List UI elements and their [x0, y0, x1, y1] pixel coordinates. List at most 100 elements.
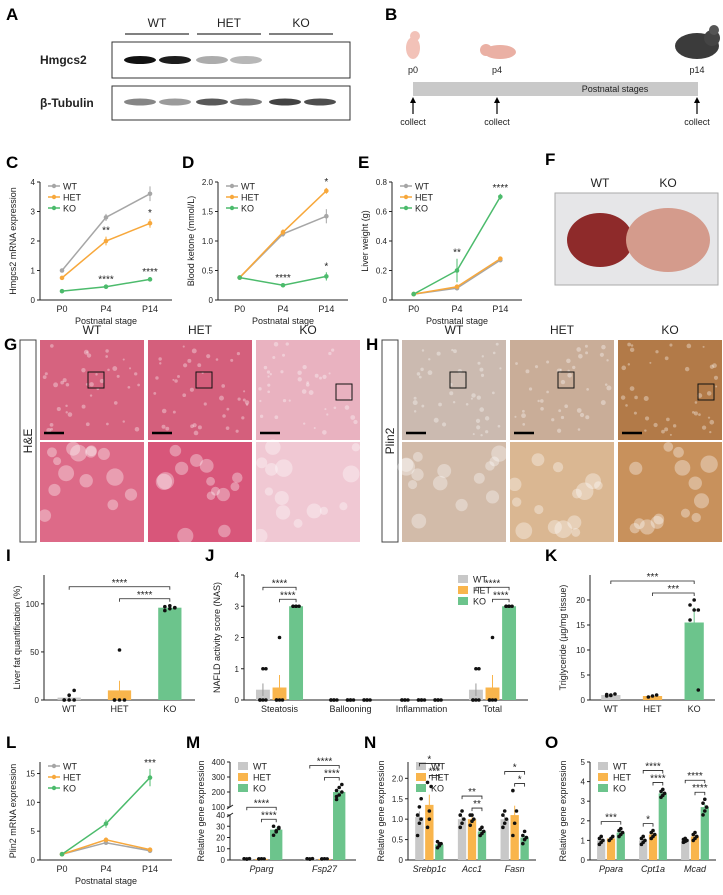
- texture: [267, 375, 270, 378]
- panel-letter: L: [6, 733, 16, 752]
- texture: [620, 395, 626, 400]
- data-point: [264, 698, 268, 702]
- texture: [572, 365, 576, 370]
- data-point: [340, 790, 344, 794]
- texture: [199, 458, 214, 473]
- texture: [206, 354, 211, 359]
- data-point: [264, 666, 268, 671]
- texture: [314, 373, 319, 378]
- y-tick-label: 3: [581, 797, 586, 806]
- bar: [684, 622, 704, 700]
- significance: **: [102, 226, 110, 237]
- texture: [633, 518, 645, 530]
- data-point: [641, 834, 645, 839]
- texture: [183, 363, 188, 368]
- data-point: [427, 809, 432, 813]
- data-point: [417, 805, 422, 809]
- data-point: [613, 692, 617, 696]
- data-point: [696, 688, 701, 692]
- bar: [597, 840, 606, 860]
- y-tick-label: 20: [576, 596, 585, 605]
- significance: ****: [645, 761, 661, 772]
- texture: [48, 483, 61, 497]
- texture: [669, 433, 672, 436]
- data-point: [280, 698, 285, 702]
- data-point: [72, 688, 76, 693]
- texture: [421, 404, 425, 408]
- texture: [81, 404, 86, 409]
- comparison-bracket: [324, 777, 340, 781]
- texture: [575, 482, 594, 501]
- texture: [267, 390, 271, 394]
- blot-row-label: Hmgcs2: [40, 53, 87, 67]
- texture: [451, 348, 454, 352]
- panel-letter: D: [182, 153, 194, 172]
- data-point: [365, 698, 369, 702]
- texture: [694, 401, 698, 404]
- y-tick-label: 400: [212, 758, 226, 767]
- significance: ****: [272, 578, 288, 589]
- significance: ****: [324, 769, 340, 780]
- legend-label: HET: [253, 773, 272, 783]
- data-point: [480, 825, 484, 830]
- texture: [412, 451, 423, 462]
- panel-letter: F: [545, 150, 555, 169]
- x-tick-label: P0: [408, 304, 419, 314]
- texture: [302, 364, 307, 370]
- texture: [192, 423, 197, 428]
- legend-swatch: [598, 784, 608, 792]
- significance: ****: [493, 183, 509, 194]
- texture: [127, 385, 131, 389]
- texture: [560, 415, 565, 420]
- point: [103, 837, 109, 843]
- legend-marker: [403, 183, 409, 189]
- data-point: [502, 821, 507, 826]
- texture: [571, 527, 581, 537]
- data-point: [481, 829, 486, 834]
- texture: [326, 413, 329, 416]
- data-point: [601, 838, 605, 843]
- bar: [425, 804, 434, 860]
- texture: [586, 388, 589, 391]
- mouse-icon: [410, 31, 420, 41]
- texture: [627, 342, 632, 347]
- y-tick-label: 2.0: [202, 178, 214, 187]
- texture: [485, 490, 500, 504]
- texture: [672, 424, 677, 428]
- comparison-bracket: [514, 783, 526, 787]
- significance: *: [324, 177, 328, 188]
- significance: ****: [485, 578, 501, 589]
- texture: [169, 444, 182, 457]
- data-point: [521, 841, 525, 846]
- data-point: [122, 698, 127, 702]
- data-point: [416, 698, 421, 702]
- texture: [546, 390, 549, 394]
- texture: [475, 418, 481, 423]
- legend-label: KO: [415, 204, 428, 214]
- texture: [552, 462, 564, 473]
- texture: [285, 342, 289, 346]
- legend-marker: [51, 194, 57, 200]
- point: [103, 238, 109, 244]
- x-tick-label: P0: [234, 304, 245, 314]
- texture: [625, 404, 628, 407]
- texture: [156, 472, 175, 490]
- y-tick-label: 200: [212, 788, 226, 797]
- texture: [664, 427, 669, 432]
- y-tick-label: 300: [212, 773, 226, 782]
- histology-image: [618, 442, 722, 542]
- data-point: [490, 635, 495, 640]
- texture: [515, 522, 533, 540]
- collect-label: collect: [684, 117, 710, 127]
- texture: [324, 408, 327, 411]
- data-point: [439, 698, 443, 702]
- point: [147, 277, 153, 282]
- texture: [457, 368, 463, 374]
- data-point: [504, 604, 508, 609]
- data-point: [419, 817, 423, 821]
- texture: [680, 508, 690, 518]
- texture: [85, 446, 97, 458]
- legend-swatch: [416, 784, 426, 792]
- y-tick-label: 0: [581, 696, 586, 705]
- histology-label: KO: [299, 323, 316, 337]
